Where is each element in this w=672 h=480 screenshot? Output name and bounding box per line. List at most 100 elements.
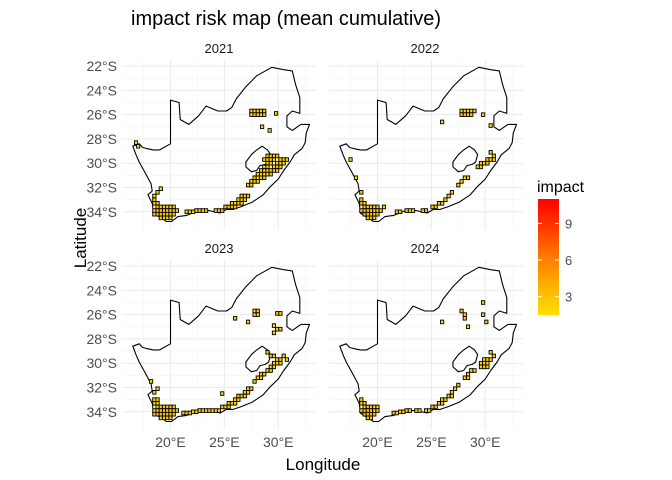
risk-cell	[262, 157, 267, 162]
risk-cell	[411, 208, 416, 213]
risk-cell	[200, 208, 205, 213]
risk-cell	[365, 415, 370, 421]
risk-cell	[262, 371, 267, 377]
risk-cell	[255, 375, 260, 381]
risk-cell	[365, 215, 370, 221]
y-tick-label: 26°S	[86, 307, 117, 323]
legend-colorbar	[538, 199, 559, 315]
risk-cell	[478, 160, 484, 166]
risk-cell	[478, 164, 484, 170]
y-tick-label: 32°S	[86, 380, 117, 396]
risk-cell	[158, 411, 163, 417]
risk-cell	[456, 382, 461, 388]
panel-2022: 2022	[329, 41, 523, 230]
risk-cell	[485, 360, 490, 366]
risk-cell	[462, 175, 467, 181]
y-ticks-bottom-row: 22°S 24°S 26°S 28°S 30°S 32°S 34°S	[86, 258, 117, 420]
risk-cell	[155, 201, 160, 206]
risk-cell	[255, 312, 260, 317]
risk-cell	[359, 197, 364, 202]
risk-cell	[278, 157, 283, 162]
risk-cell	[417, 408, 422, 413]
risk-cell	[223, 204, 228, 210]
y-tick-label: 30°S	[86, 355, 117, 371]
y-tick-label: 34°S	[86, 204, 117, 220]
legend-title: impact	[537, 179, 585, 196]
risk-cell	[465, 371, 471, 377]
risk-cell	[482, 357, 487, 362]
facet-label-2021: 2021	[205, 41, 234, 56]
risk-cell	[281, 157, 286, 162]
risk-cell	[271, 164, 277, 170]
grid-2024	[329, 260, 523, 430]
risk-cell	[152, 401, 157, 406]
risk-cell	[152, 211, 157, 217]
risk-cell	[210, 408, 215, 413]
risk-cell	[236, 201, 241, 206]
risk-cell	[365, 211, 370, 217]
risk-cell	[133, 140, 139, 145]
risk-cell	[265, 153, 270, 159]
y-tick-label: 30°S	[86, 155, 117, 171]
risk-cell	[459, 179, 464, 184]
risk-cell	[152, 201, 157, 206]
y-tick-label: 26°S	[86, 107, 117, 123]
risk-cell	[242, 393, 247, 399]
risk-cell	[472, 108, 477, 114]
risk-cell	[372, 404, 377, 410]
risk-cell	[362, 404, 367, 410]
risk-cell	[440, 201, 445, 206]
risk-cell	[258, 112, 264, 117]
cells-2024	[359, 300, 496, 421]
risk-cell	[462, 112, 467, 117]
risk-cell	[229, 201, 235, 206]
risk-cell	[168, 408, 173, 413]
risk-cell	[462, 375, 467, 381]
risk-cell	[262, 164, 267, 170]
risk-cell	[359, 208, 364, 213]
panel-2021: 2021	[122, 41, 316, 230]
x-ticks-right-col: 20°E 25°E 30°E	[362, 434, 500, 450]
risk-cell	[239, 393, 244, 399]
risk-cell	[275, 360, 280, 366]
risk-cell	[443, 197, 448, 202]
risk-cell	[430, 404, 435, 410]
x-ticks-left-col: 20°E 25°E 30°E	[155, 434, 293, 450]
risk-cell	[465, 324, 471, 330]
risk-cell	[203, 208, 209, 213]
risk-cell	[407, 208, 412, 213]
cells-2021	[133, 108, 289, 221]
risk-cell	[262, 112, 267, 117]
risk-cell	[365, 408, 370, 413]
risk-cell	[268, 364, 273, 370]
y-ticks-top-row: 22°S 24°S 26°S 28°S 30°S 32°S 34°S	[86, 58, 117, 220]
risk-cell	[252, 108, 257, 114]
grid-2021	[122, 60, 316, 230]
risk-cell	[155, 211, 160, 217]
risk-cell	[171, 211, 176, 217]
risk-cell	[267, 128, 272, 133]
risk-cell	[485, 364, 490, 370]
risk-cell	[394, 410, 399, 416]
risk-cell	[258, 175, 264, 181]
risk-cell	[187, 410, 192, 416]
risk-cell	[372, 208, 377, 213]
risk-cell	[216, 408, 222, 413]
risk-cell	[262, 171, 267, 177]
risk-cell	[362, 208, 367, 213]
risk-cell	[284, 357, 289, 362]
risk-cell	[407, 408, 412, 413]
risk-cell	[242, 197, 247, 202]
risk-cell	[462, 316, 467, 321]
legend-tick-label: 6	[565, 253, 572, 268]
risk-cell	[365, 208, 370, 213]
risk-cell	[229, 204, 235, 210]
risk-cell	[443, 397, 448, 402]
risk-cell	[265, 168, 270, 173]
risk-cell	[359, 408, 364, 413]
risk-cell	[249, 179, 254, 184]
risk-cell	[265, 171, 270, 177]
risk-cell	[423, 208, 429, 213]
risk-cell	[268, 368, 273, 373]
